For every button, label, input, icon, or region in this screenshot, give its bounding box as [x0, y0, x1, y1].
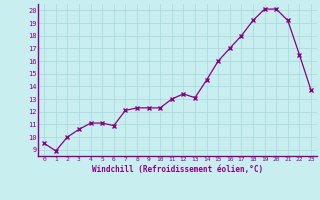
- X-axis label: Windchill (Refroidissement éolien,°C): Windchill (Refroidissement éolien,°C): [92, 165, 263, 174]
